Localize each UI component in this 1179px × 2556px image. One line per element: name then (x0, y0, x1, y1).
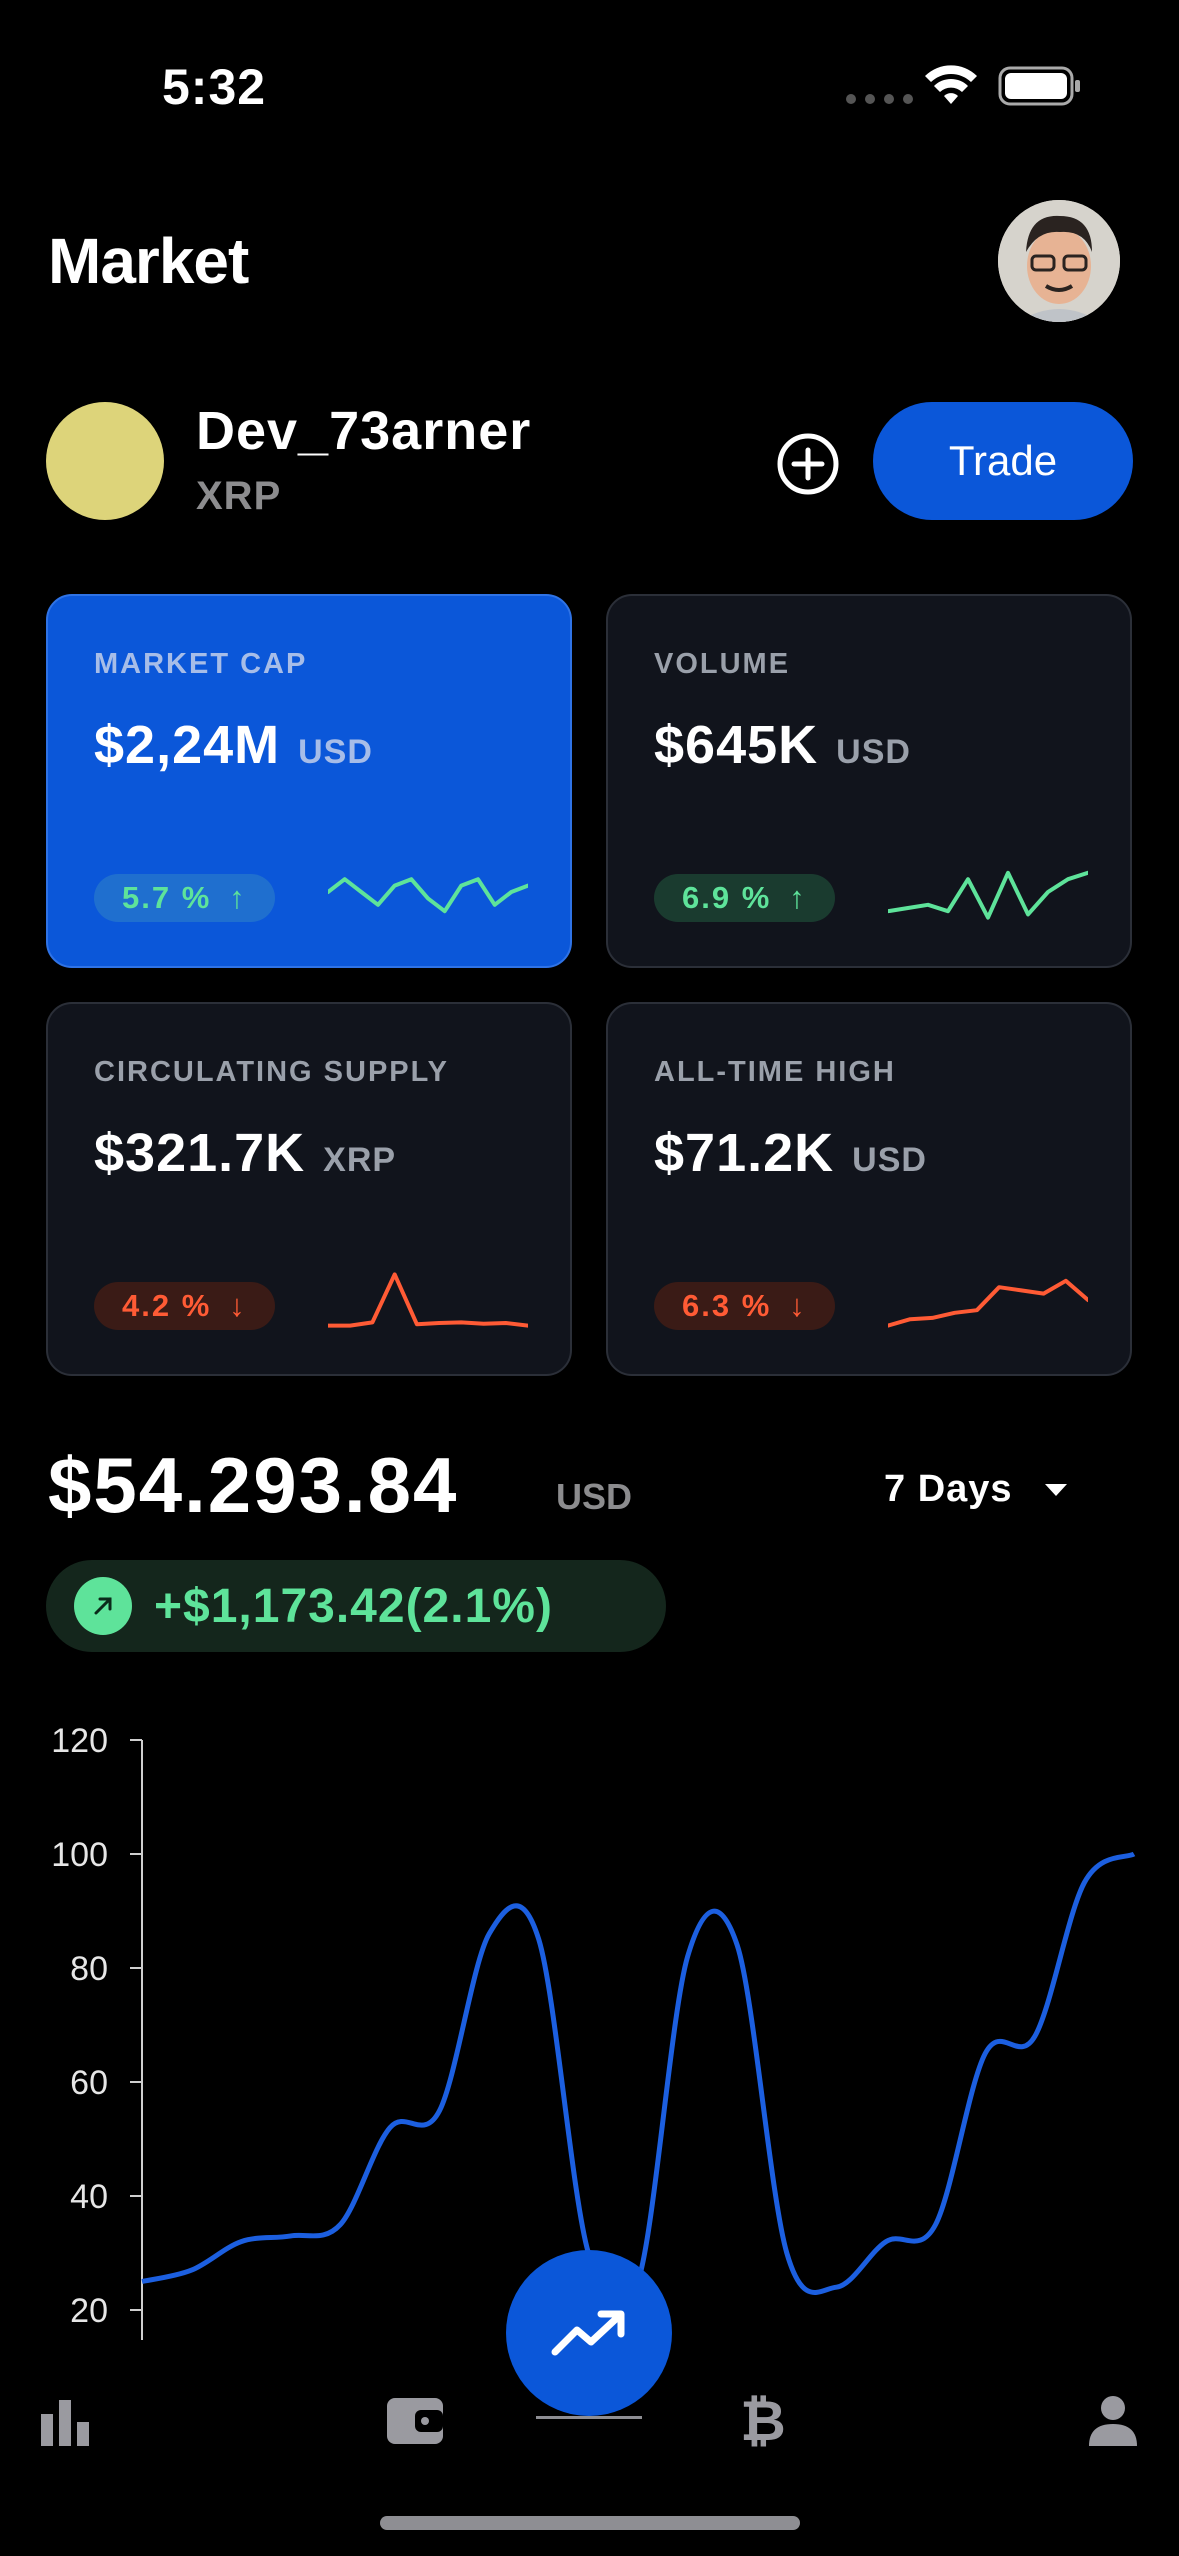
wallet-icon (387, 2398, 443, 2444)
bitcoin-icon: ₿ (740, 2390, 786, 2450)
price-value: $54.293.84 (48, 1441, 459, 1529)
cellular-signal-icon (846, 94, 913, 104)
trending-up-icon (551, 2310, 625, 2356)
asset-symbol: XRP (196, 474, 282, 518)
y-tick-label: 20 (70, 2292, 108, 2330)
card-label: CIRCULATING SUPPLY (94, 1056, 450, 1088)
metric-card[interactable]: ALL-TIME HIGH $71.2K USD 6.3 % ↓ (606, 1002, 1132, 1376)
card-label: VOLUME (654, 648, 791, 680)
metric-card[interactable]: MARKET CAP $2,24M USD 5.7 % ↑ (46, 594, 572, 968)
coin-avatar (46, 402, 164, 520)
person-icon (1089, 2396, 1137, 2446)
tab-trade-underline (536, 2416, 642, 2419)
tab-stats[interactable] (30, 2385, 100, 2455)
price-change-text: +$1,173.42(2.1%) (154, 1579, 553, 1633)
sparkline-path (328, 877, 528, 914)
arrow-down-icon: ↓ (789, 1288, 807, 1323)
sparkline (888, 1278, 1088, 1328)
card-value: $2,24M USD (94, 715, 373, 775)
change-badge: 6.3 % ↓ (654, 1282, 835, 1330)
card-unit: USD (836, 733, 911, 771)
tab-profile[interactable] (1078, 2385, 1148, 2455)
sparkline (888, 870, 1088, 920)
sparkline-path (888, 1278, 1088, 1328)
trade-fab-button[interactable] (506, 2250, 672, 2416)
add-icon[interactable] (776, 432, 840, 496)
user-name: Dev_73arner (196, 401, 532, 461)
metric-card[interactable]: VOLUME $645K USD 6.9 % ↑ (606, 594, 1132, 968)
price-unit: USD (556, 1476, 633, 1517)
card-unit: XRP (323, 1141, 397, 1179)
arrow-up-icon: ↑ (789, 880, 807, 915)
arrow-up-icon: ↑ (229, 880, 247, 915)
series-line (141, 1851, 1136, 2312)
sparkline-path (888, 870, 1088, 920)
range-selector[interactable]: 7 Days (884, 1468, 1069, 1511)
card-value: $71.2K USD (654, 1123, 927, 1183)
page-title: Market (48, 225, 249, 297)
y-tick-label: 40 (70, 2178, 108, 2216)
arrow-down-icon: ↓ (229, 1288, 247, 1323)
y-tick-label: 60 (70, 2064, 108, 2102)
status-time: 5:32 (162, 59, 267, 115)
sparkline (328, 1272, 528, 1328)
wifi-icon (925, 65, 977, 104)
metric-card[interactable]: CIRCULATING SUPPLY $321.7K XRP 4.2 % ↓ (46, 1002, 572, 1376)
chevron-down-icon (1044, 1483, 1067, 1496)
y-tick-label: 100 (51, 1836, 108, 1874)
trade-button[interactable]: Trade (873, 402, 1133, 520)
home-indicator (380, 2516, 800, 2530)
sparkline (328, 877, 528, 914)
tab-wallet[interactable] (380, 2385, 450, 2455)
range-label: 7 Days (884, 1468, 1013, 1510)
card-value: $645K USD (654, 715, 911, 775)
avatar[interactable] (998, 200, 1120, 322)
card-label: ALL-TIME HIGH (654, 1056, 896, 1088)
trend-up-arrow-icon (74, 1577, 132, 1635)
change-badge: 6.9 % ↑ (654, 874, 835, 922)
tab-bitcoin[interactable]: ₿ (728, 2385, 798, 2455)
card-label: MARKET CAP (94, 648, 308, 680)
y-tick-label: 80 (70, 1950, 108, 1988)
y-tick-label: 120 (51, 1722, 108, 1760)
battery-icon (998, 66, 1080, 106)
card-unit: USD (852, 1141, 927, 1179)
price-change-badge: +$1,173.42(2.1%) (46, 1560, 666, 1652)
card-unit: USD (298, 733, 373, 771)
change-badge: 5.7 % ↑ (94, 874, 275, 922)
bar-chart-icon (41, 2400, 89, 2446)
price-chart: 120 100 80 60 40 20 (51, 1722, 1136, 2340)
sparkline-path (328, 1272, 528, 1328)
svg-text:₿: ₿ (740, 2390, 786, 2450)
card-value: $321.7K XRP (94, 1123, 397, 1183)
change-badge: 4.2 % ↓ (94, 1282, 275, 1330)
